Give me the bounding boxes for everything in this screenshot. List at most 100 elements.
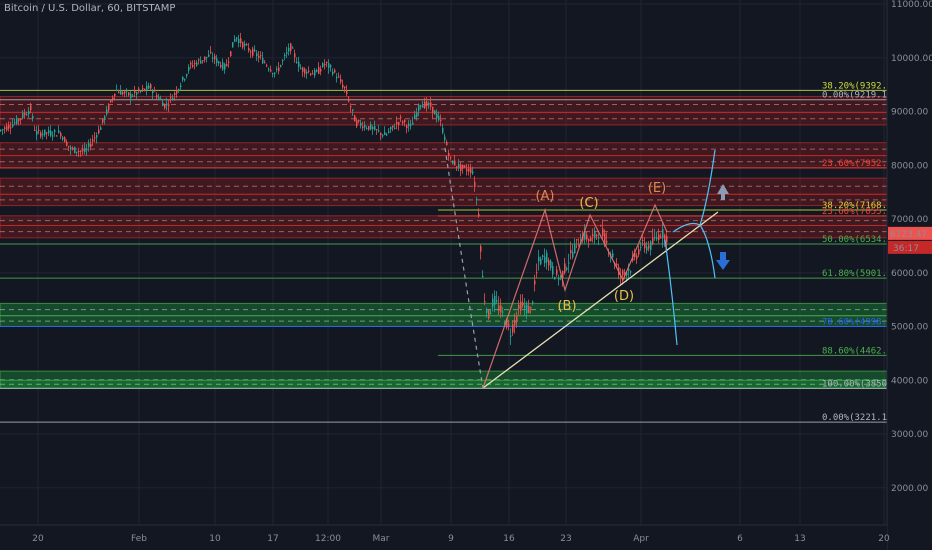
candle-body: [648, 245, 650, 249]
candle-body: [206, 56, 208, 58]
candle-body: [98, 129, 100, 134]
candle-body: [80, 150, 82, 152]
candle-body: [258, 55, 260, 58]
candle-body: [108, 105, 110, 110]
candle-body: [482, 275, 484, 277]
candle-body: [54, 130, 56, 132]
candle-body: [156, 95, 158, 98]
candle-body: [18, 119, 20, 121]
candle-body: [12, 124, 14, 127]
candle-body: [178, 89, 180, 91]
candle-body: [488, 310, 490, 319]
candle-body: [274, 72, 276, 75]
candle-body: [308, 70, 310, 72]
candle-body: [550, 260, 552, 268]
candle-body: [224, 64, 226, 70]
candle-body: [96, 135, 98, 138]
candle-body: [4, 127, 6, 129]
candle-body: [400, 116, 402, 118]
candle-body: [180, 85, 182, 88]
fib-label: 0.00%(9219.13): [822, 91, 898, 101]
time-tick-label: 23: [560, 534, 571, 544]
candle-body: [164, 103, 166, 108]
candle-body: [88, 143, 90, 147]
candle-body: [282, 60, 284, 62]
candle-body: [532, 301, 534, 303]
candle-body: [458, 164, 460, 169]
candle-body: [14, 122, 16, 124]
candle-body: [406, 125, 408, 129]
candle-body: [422, 105, 424, 108]
candle-body: [160, 98, 162, 100]
candle-body: [552, 266, 554, 275]
candle-body: [638, 249, 640, 255]
candle-body: [94, 137, 96, 139]
candle-body: [138, 88, 140, 92]
candle-body: [44, 129, 46, 135]
price-tick-label: 10000.00: [891, 54, 932, 64]
candle-body: [314, 70, 316, 76]
candle-body: [102, 119, 104, 123]
candle-body: [250, 51, 252, 53]
price-tick-label: 5000.00: [891, 323, 928, 333]
countdown-label: 36:17: [893, 244, 919, 254]
candle-body: [140, 90, 142, 92]
candle-body: [544, 256, 546, 264]
candle-body: [122, 92, 124, 95]
candle-body: [650, 241, 652, 251]
candle-body: [148, 85, 150, 89]
fib-label: 23.60%(7055.92): [822, 207, 903, 217]
wave-label: (C): [579, 196, 598, 211]
candle-body: [656, 237, 658, 240]
candle-body: [572, 252, 574, 258]
candle-body: [606, 240, 608, 243]
candle-body: [62, 137, 64, 140]
candle-body: [486, 309, 488, 313]
candle-body: [628, 268, 630, 271]
candle-body: [126, 90, 128, 92]
candle-body: [8, 124, 10, 129]
wave-label: (A): [535, 189, 554, 204]
bull-projection: [672, 149, 716, 233]
candle-body: [398, 122, 400, 125]
candle-body: [106, 109, 108, 115]
candle-body: [450, 156, 452, 158]
candle-body: [320, 69, 322, 72]
candle-body: [2, 129, 4, 131]
candle-body: [442, 127, 444, 133]
candle-body: [534, 280, 536, 285]
price-axis: 11000.00 10000.00 9000.00 8000.00 7000.00 600…: [886, 0, 932, 550]
candle-body: [182, 76, 184, 80]
candle-body: [86, 148, 88, 151]
candle-body: [514, 320, 516, 325]
candle-body: [366, 128, 368, 130]
candle-body: [570, 250, 572, 254]
candle-body: [288, 47, 290, 52]
fib-levels: [0, 89, 887, 423]
candle-body: [494, 295, 496, 305]
deep-projection: [664, 239, 678, 346]
candle-body: [410, 124, 412, 126]
candle-body: [172, 98, 174, 101]
candle-body: [560, 276, 562, 278]
price-tick-label: 8000.00: [891, 161, 928, 171]
candle-body: [602, 228, 604, 237]
candle-body: [186, 74, 188, 76]
candle-body: [666, 236, 668, 243]
candle-body: [464, 165, 466, 167]
time-axis-bg: [0, 525, 887, 550]
candle-body: [220, 64, 222, 68]
fib-label: 23.60%(7952.02): [822, 159, 903, 169]
candle-body: [652, 237, 654, 244]
price-tick-label: 11000.00: [891, 0, 932, 10]
drawing-overlay: (A) (B) (C) (D) (E): [444, 147, 730, 389]
price-tick-label: 6000.00: [891, 269, 928, 279]
candle-body: [58, 130, 60, 133]
candle-body: [626, 272, 628, 276]
candle-body: [600, 225, 602, 227]
candle-body: [604, 233, 606, 245]
time-tick-label: 16: [503, 534, 515, 544]
candle-body: [506, 318, 508, 328]
candle-body: [66, 141, 68, 146]
